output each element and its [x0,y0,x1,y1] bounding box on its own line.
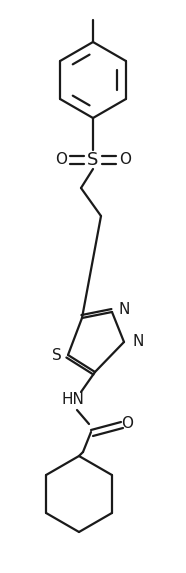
Text: N: N [132,335,143,350]
Text: O: O [55,152,67,167]
Text: O: O [121,417,133,431]
Text: S: S [52,347,62,363]
Text: S: S [87,151,99,169]
Text: O: O [119,152,131,167]
Text: HN: HN [62,393,84,407]
Text: N: N [119,303,130,317]
